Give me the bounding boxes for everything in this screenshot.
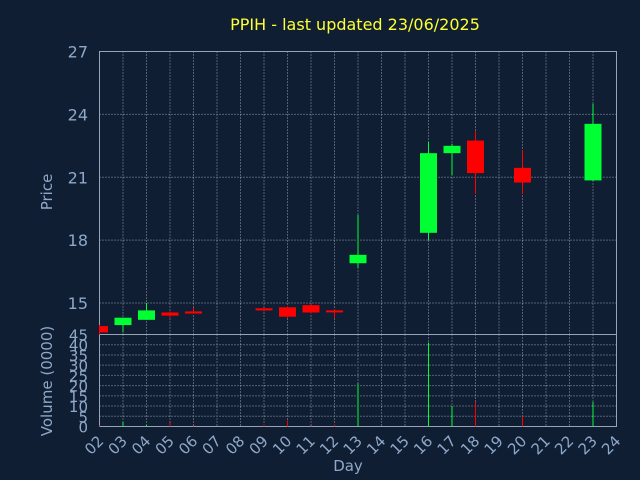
candle-body [138, 310, 155, 320]
price-tick-label: 21 [68, 168, 88, 187]
candle-body [443, 145, 461, 154]
candle-body [185, 311, 202, 314]
price-tick-label: 24 [68, 105, 88, 124]
volume-tick-label: 35 [69, 347, 88, 365]
volume-tick-label: 25 [69, 367, 88, 385]
volume-tick-label: 5 [78, 408, 88, 426]
candle-body [99, 326, 108, 333]
candle-body [326, 310, 343, 313]
candle-body [349, 254, 367, 264]
volume-axis-label: Volume (0000) [38, 326, 56, 436]
candle-body [584, 123, 602, 181]
volume-tick-label: 15 [69, 388, 88, 406]
x-axis-ticks: 0203040506070809101112131415161718192021… [81, 432, 624, 458]
volume-tick-label: 45 [69, 327, 88, 345]
volume-tick-label: 30 [69, 357, 88, 375]
candle-body [302, 305, 320, 313]
candle-body [514, 167, 531, 183]
price-tick-label: 15 [68, 294, 88, 313]
price-axis-ticks: 15 18 21 24 27 [68, 43, 88, 314]
candle-body [420, 153, 437, 233]
price-axis-label: Price [38, 174, 56, 211]
volume-bars [99, 342, 594, 427]
volume-tick-label: 40 [69, 337, 88, 355]
candle-body [114, 317, 132, 326]
volume-tick-label: 0 [78, 419, 88, 437]
candle-body [161, 312, 179, 316]
volume-tick-label: 10 [69, 398, 88, 416]
candle-body [255, 308, 273, 311]
chart-title: PPIH - last updated 23/06/2025 [230, 15, 480, 34]
candles [99, 103, 602, 335]
price-tick-label: 27 [68, 43, 88, 62]
volume-tick-label: 20 [69, 378, 88, 396]
candle-body [279, 307, 296, 317]
price-tick-label: 18 [68, 231, 88, 250]
candle-body [467, 140, 484, 174]
x-axis-label: Day [333, 457, 363, 475]
